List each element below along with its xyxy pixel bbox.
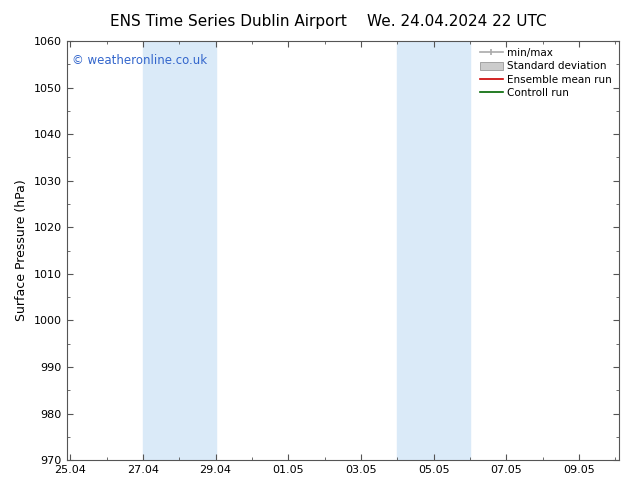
Legend: min/max, Standard deviation, Ensemble mean run, Controll run: min/max, Standard deviation, Ensemble me… bbox=[476, 44, 616, 102]
Y-axis label: Surface Pressure (hPa): Surface Pressure (hPa) bbox=[15, 180, 28, 321]
Text: ENS Time Series Dublin Airport: ENS Time Series Dublin Airport bbox=[110, 14, 347, 29]
Text: We. 24.04.2024 22 UTC: We. 24.04.2024 22 UTC bbox=[366, 14, 547, 29]
Bar bbox=[143, 41, 216, 460]
Text: © weatheronline.co.uk: © weatheronline.co.uk bbox=[72, 53, 207, 67]
Bar bbox=[398, 41, 470, 460]
